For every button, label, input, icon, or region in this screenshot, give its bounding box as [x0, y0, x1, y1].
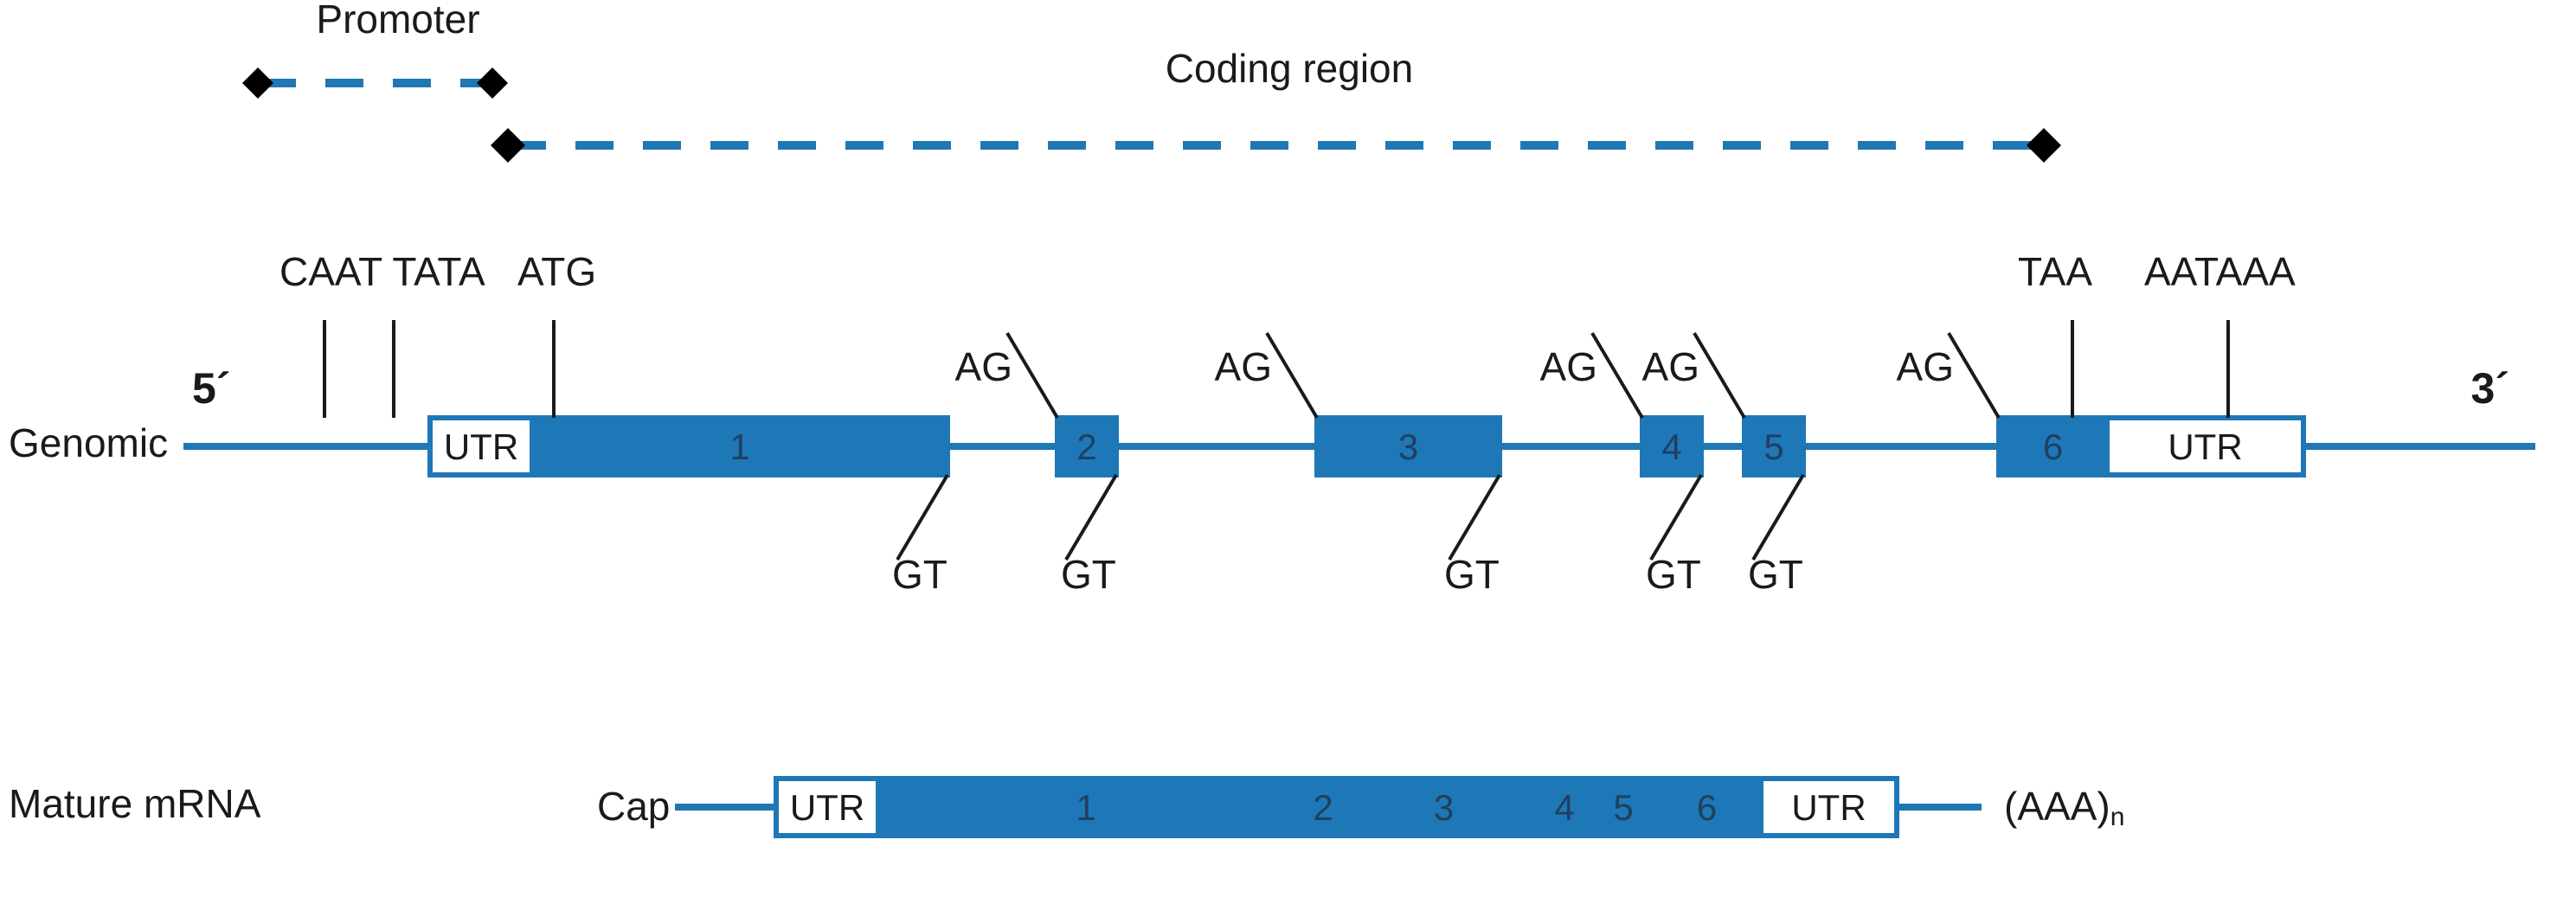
coding-start-diamond: [491, 128, 525, 163]
genomic-row-label: Genomic: [9, 420, 168, 465]
promoter-end-diamond: [477, 67, 508, 99]
m-exon2-label: 2: [1313, 787, 1333, 828]
gt-diagonal-2: [1066, 475, 1116, 560]
utr3-label: UTR: [2168, 426, 2242, 467]
gt-diagonal-3: [1449, 475, 1500, 560]
caat-tata-label: CAAT TATA: [279, 249, 485, 294]
exon5-label: 5: [1763, 426, 1783, 467]
cap-label: Cap: [597, 784, 670, 829]
gt-label-5: GT: [1748, 552, 1803, 597]
exon4-label: 4: [1661, 426, 1681, 467]
m-exon3-label: 3: [1434, 787, 1454, 828]
ag-diagonal-2: [1267, 333, 1317, 418]
exon2-label: 2: [1076, 426, 1096, 467]
m-utr3-label: UTR: [1791, 787, 1866, 828]
gt-label-4: GT: [1646, 552, 1701, 597]
ag-label-4: AG: [1642, 344, 1699, 389]
three-prime-label: 3´: [2471, 364, 2509, 413]
aataaa-label: AATAAA: [2144, 249, 2296, 294]
m-exon5-label: 5: [1613, 787, 1633, 828]
ag-label-1: AG: [955, 344, 1012, 389]
ag-label-5: AG: [1897, 344, 1954, 389]
gt-label-1: GT: [892, 552, 948, 597]
taa-label: TAA: [2018, 249, 2092, 294]
exon3-label: 3: [1398, 426, 1418, 467]
m-exon6-label: 6: [1697, 787, 1717, 828]
promoter-start-diamond: [242, 67, 273, 99]
gt-label-3: GT: [1444, 552, 1500, 597]
gt-label-2: GT: [1061, 552, 1116, 597]
coding-region-label: Coding region: [1166, 46, 1413, 91]
promoter-label: Promoter: [316, 0, 479, 42]
mrna-row-label: Mature mRNA: [9, 781, 261, 826]
gt-diagonal-5: [1753, 475, 1803, 560]
m-exon4-label: 4: [1554, 787, 1574, 828]
exon6-label: 6: [2043, 426, 2063, 467]
five-prime-label: 5´: [192, 364, 230, 413]
coding-end-diamond: [2027, 128, 2061, 163]
gt-diagonal-1: [897, 475, 948, 560]
m-exon1-label: 1: [1076, 787, 1095, 828]
polya-label: (AAA)n: [2004, 784, 2124, 831]
ag-diagonal-5: [1949, 333, 1999, 418]
m-utr5-label: UTR: [790, 787, 864, 828]
utr5-label: UTR: [444, 426, 518, 467]
gt-diagonal-4: [1651, 475, 1701, 560]
ag-diagonal-4: [1694, 333, 1744, 418]
atg-label: ATG: [517, 249, 596, 294]
exon1-label: 1: [729, 426, 749, 467]
ag-diagonal-1: [1007, 333, 1057, 418]
ag-diagonal-3: [1592, 333, 1642, 418]
ag-label-2: AG: [1215, 344, 1272, 389]
ag-label-3: AG: [1540, 344, 1597, 389]
